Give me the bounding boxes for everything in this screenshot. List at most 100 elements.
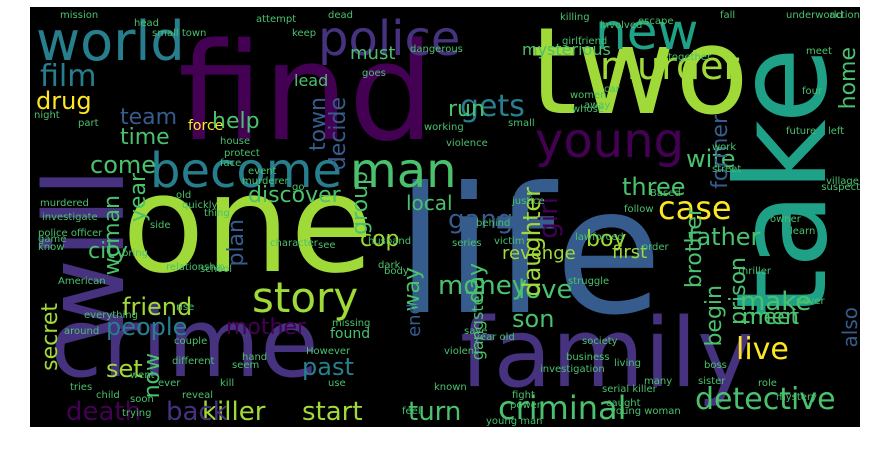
cloud-word: young woman xyxy=(610,406,681,417)
cloud-word: went xyxy=(130,370,155,381)
cloud-word: year old xyxy=(474,332,515,343)
cloud-word: game xyxy=(38,234,67,245)
cloud-word: year xyxy=(126,173,151,223)
cloud-word: living xyxy=(614,358,641,369)
cloud-word: son xyxy=(512,305,555,333)
cloud-word: people xyxy=(106,313,188,341)
cloud-word: attempt xyxy=(256,14,297,25)
cloud-word: new xyxy=(595,7,699,61)
cloud-word: work xyxy=(712,142,737,153)
cloud-word: face xyxy=(220,158,242,169)
cloud-word: thriller xyxy=(738,266,771,277)
cloud-word: ever xyxy=(158,378,181,389)
cloud-word: first xyxy=(612,242,648,263)
cloud-word: school xyxy=(200,264,233,275)
cloud-word: wife xyxy=(686,145,736,173)
cloud-word: body xyxy=(384,266,409,277)
cloud-word: Based xyxy=(650,188,681,199)
cloud-word: follow xyxy=(624,204,654,215)
cloud-word: death xyxy=(66,397,142,427)
cloud-word: However xyxy=(306,346,351,357)
cloud-word: never xyxy=(796,296,825,307)
cloud-word: rise xyxy=(176,302,195,313)
cloud-word: working xyxy=(424,122,464,133)
cloud-word: sister xyxy=(698,376,726,387)
cloud-word: violent xyxy=(444,346,479,357)
cloud-word: save xyxy=(464,326,488,337)
cloud-word: soon xyxy=(130,394,154,405)
cloud-word: lead xyxy=(294,71,329,90)
cloud-word: action xyxy=(829,10,860,21)
cloud-word: seem xyxy=(232,360,260,371)
cloud-word: lawforced xyxy=(575,232,624,243)
cloud-word: everything xyxy=(84,310,138,321)
cloud-word: make xyxy=(740,287,812,317)
cloud-word: together xyxy=(668,52,712,63)
cloud-word: life xyxy=(396,151,663,354)
cloud-word: men xyxy=(750,305,799,330)
cloud-word: young xyxy=(535,113,685,169)
cloud-word: start xyxy=(302,397,363,427)
cloud-word: left xyxy=(828,126,845,137)
cloud-word: caught xyxy=(606,398,641,409)
cloud-word: must xyxy=(350,43,396,64)
cloud-word: role xyxy=(758,378,777,389)
cloud-word: feel xyxy=(402,406,421,417)
cloud-word: side xyxy=(150,220,171,231)
cloud-word: end xyxy=(404,303,425,337)
cloud-word: secret xyxy=(38,303,63,371)
cloud-word: discover xyxy=(248,183,341,208)
cloud-word: business xyxy=(566,352,610,363)
cloud-word: friend xyxy=(122,293,193,321)
cloud-word: house xyxy=(220,136,251,147)
cloud-word: begin xyxy=(702,285,727,347)
cloud-word: four xyxy=(802,86,823,97)
cloud-word: underworld xyxy=(786,10,843,21)
cloud-word: street xyxy=(712,164,742,175)
cloud-word: father xyxy=(688,223,761,251)
cloud-word: involved xyxy=(600,20,643,31)
cloud-word: three xyxy=(622,173,686,201)
cloud-word: protect xyxy=(224,148,260,159)
cloud-word: tries xyxy=(70,382,93,393)
cloud-word: trying xyxy=(122,408,152,419)
cloud-word: owner xyxy=(770,214,801,225)
cloud-word: character xyxy=(270,238,318,249)
cloud-word: mission xyxy=(60,10,99,21)
cloud-word: small xyxy=(508,118,535,129)
cloud-word: struggle xyxy=(568,276,610,287)
cloud-word: find xyxy=(178,14,435,171)
cloud-word: future xyxy=(786,126,817,137)
cloud-word: quickly xyxy=(182,200,218,211)
cloud-word: back xyxy=(166,397,228,427)
cloud-word: time xyxy=(120,125,170,150)
cloud-word: part xyxy=(78,118,99,129)
cloud-word: family xyxy=(460,299,754,409)
cloud-word: society xyxy=(582,336,618,347)
cloud-word: known xyxy=(434,382,467,393)
cloud-word: turn xyxy=(408,397,462,427)
cloud-word: power xyxy=(510,400,541,411)
cloud-word: keep xyxy=(292,28,317,39)
cloud-word: become xyxy=(150,143,343,199)
cloud-word: investigate xyxy=(42,212,98,223)
cloud-word: justice xyxy=(512,196,545,207)
cloud-word: run xyxy=(448,97,485,122)
cloud-word: know xyxy=(38,242,65,253)
cloud-word: old xyxy=(176,190,192,201)
cloud-word: criminal xyxy=(498,389,627,427)
cloud-word: set xyxy=(106,355,143,383)
cloud-word: police officer xyxy=(38,228,103,239)
cloud-word: killer xyxy=(202,397,266,427)
cloud-word: found xyxy=(330,326,371,342)
cloud-word: suspect xyxy=(821,182,860,193)
cloud-word: cop xyxy=(360,227,400,252)
cloud-word: revenge xyxy=(502,243,576,264)
cloud-word: past xyxy=(302,353,354,381)
cloud-word: village xyxy=(826,176,859,187)
cloud-word: murdered xyxy=(40,198,89,209)
cloud-word: murderer xyxy=(242,176,289,187)
cloud-word: boy xyxy=(586,227,627,252)
cloud-word: film xyxy=(40,59,97,94)
cloud-word: case xyxy=(658,189,732,227)
